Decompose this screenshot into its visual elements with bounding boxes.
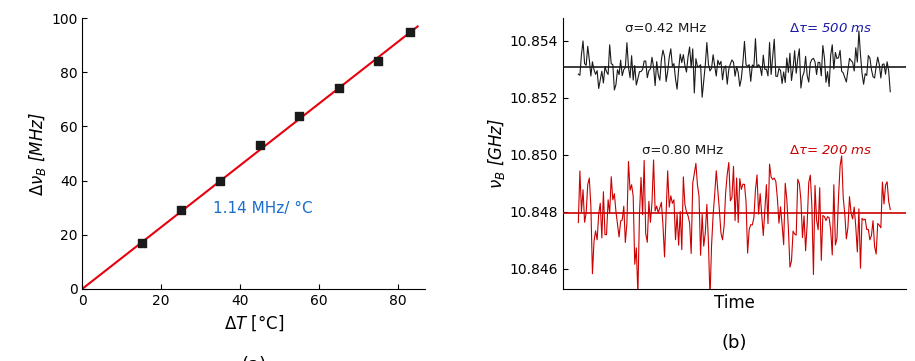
Point [174,207,188,213]
Y-axis label: $\nu_B$ [GHz]: $\nu_B$ [GHz] [486,118,507,189]
Y-axis label: $\Delta\nu_B$ [MHz]: $\Delta\nu_B$ [MHz] [27,111,48,196]
Text: $\Delta\tau$= 500 ms: $\Delta\tau$= 500 ms [789,22,872,35]
Point [213,178,228,183]
Point [331,86,346,91]
Text: (a): (a) [242,356,266,361]
Text: 1.14 MHz/ °C: 1.14 MHz/ °C [212,201,312,216]
Point [403,29,417,35]
Point [135,240,149,246]
Text: (b): (b) [722,334,747,352]
X-axis label: $\Delta T$ [°C]: $\Delta T$ [°C] [224,313,284,333]
Point [253,142,267,148]
Text: σ=0.42 MHz: σ=0.42 MHz [625,22,706,35]
X-axis label: Time: Time [714,294,755,312]
Point [371,58,385,64]
Point [292,113,307,118]
Text: $\Delta\tau$= 200 ms: $\Delta\tau$= 200 ms [789,144,872,157]
Text: σ=0.80 MHz: σ=0.80 MHz [642,144,724,157]
